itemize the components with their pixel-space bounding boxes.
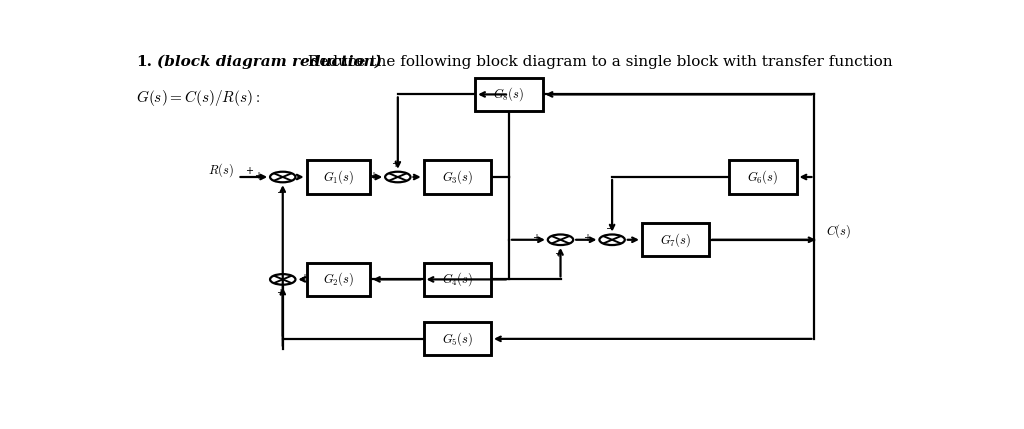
Bar [729,160,797,193]
Circle shape [548,235,573,245]
Text: $-$: $-$ [275,186,285,196]
Text: +: + [554,249,562,259]
Circle shape [599,235,625,245]
Text: $R(s)$: $R(s)$ [208,161,233,178]
Bar [424,160,492,193]
Bar [475,78,543,111]
Text: 1.: 1. [136,55,152,69]
Text: $-$: $-$ [605,222,614,232]
Text: $G_3(s)$: $G_3(s)$ [441,168,473,186]
Bar [424,263,492,296]
Text: +: + [276,288,285,298]
Text: +: + [584,233,592,243]
Bar [642,223,710,256]
Text: +: + [254,171,262,181]
Bar [306,160,370,193]
Text: $G_1(s)$: $G_1(s)$ [323,168,354,186]
Bar [306,263,370,296]
Text: $G_7(s)$: $G_7(s)$ [659,231,691,249]
Bar [424,322,492,355]
Text: Reduce the following block diagram to a single block with transfer function: Reduce the following block diagram to a … [303,55,892,69]
Text: $G_4(s)$: $G_4(s)$ [441,271,473,288]
Text: +: + [531,233,540,243]
Text: (block diagram reduction): (block diagram reduction) [158,55,382,69]
Text: $G_6(s)$: $G_6(s)$ [748,168,778,186]
Circle shape [270,274,296,285]
Text: $C(s)$: $C(s)$ [826,223,852,240]
Text: $G_2(s)$: $G_2(s)$ [323,271,354,288]
Text: $G_5(s)$: $G_5(s)$ [441,330,473,348]
Circle shape [385,172,411,182]
Circle shape [270,172,296,182]
Text: $G_8(s)$: $G_8(s)$ [494,85,524,103]
Text: $G(s) = C(s)/R(s):$: $G(s) = C(s)/R(s):$ [136,88,260,108]
Text: +: + [391,159,399,169]
Text: +: + [300,273,308,283]
Text: +: + [246,166,254,176]
Text: +: + [370,171,377,181]
